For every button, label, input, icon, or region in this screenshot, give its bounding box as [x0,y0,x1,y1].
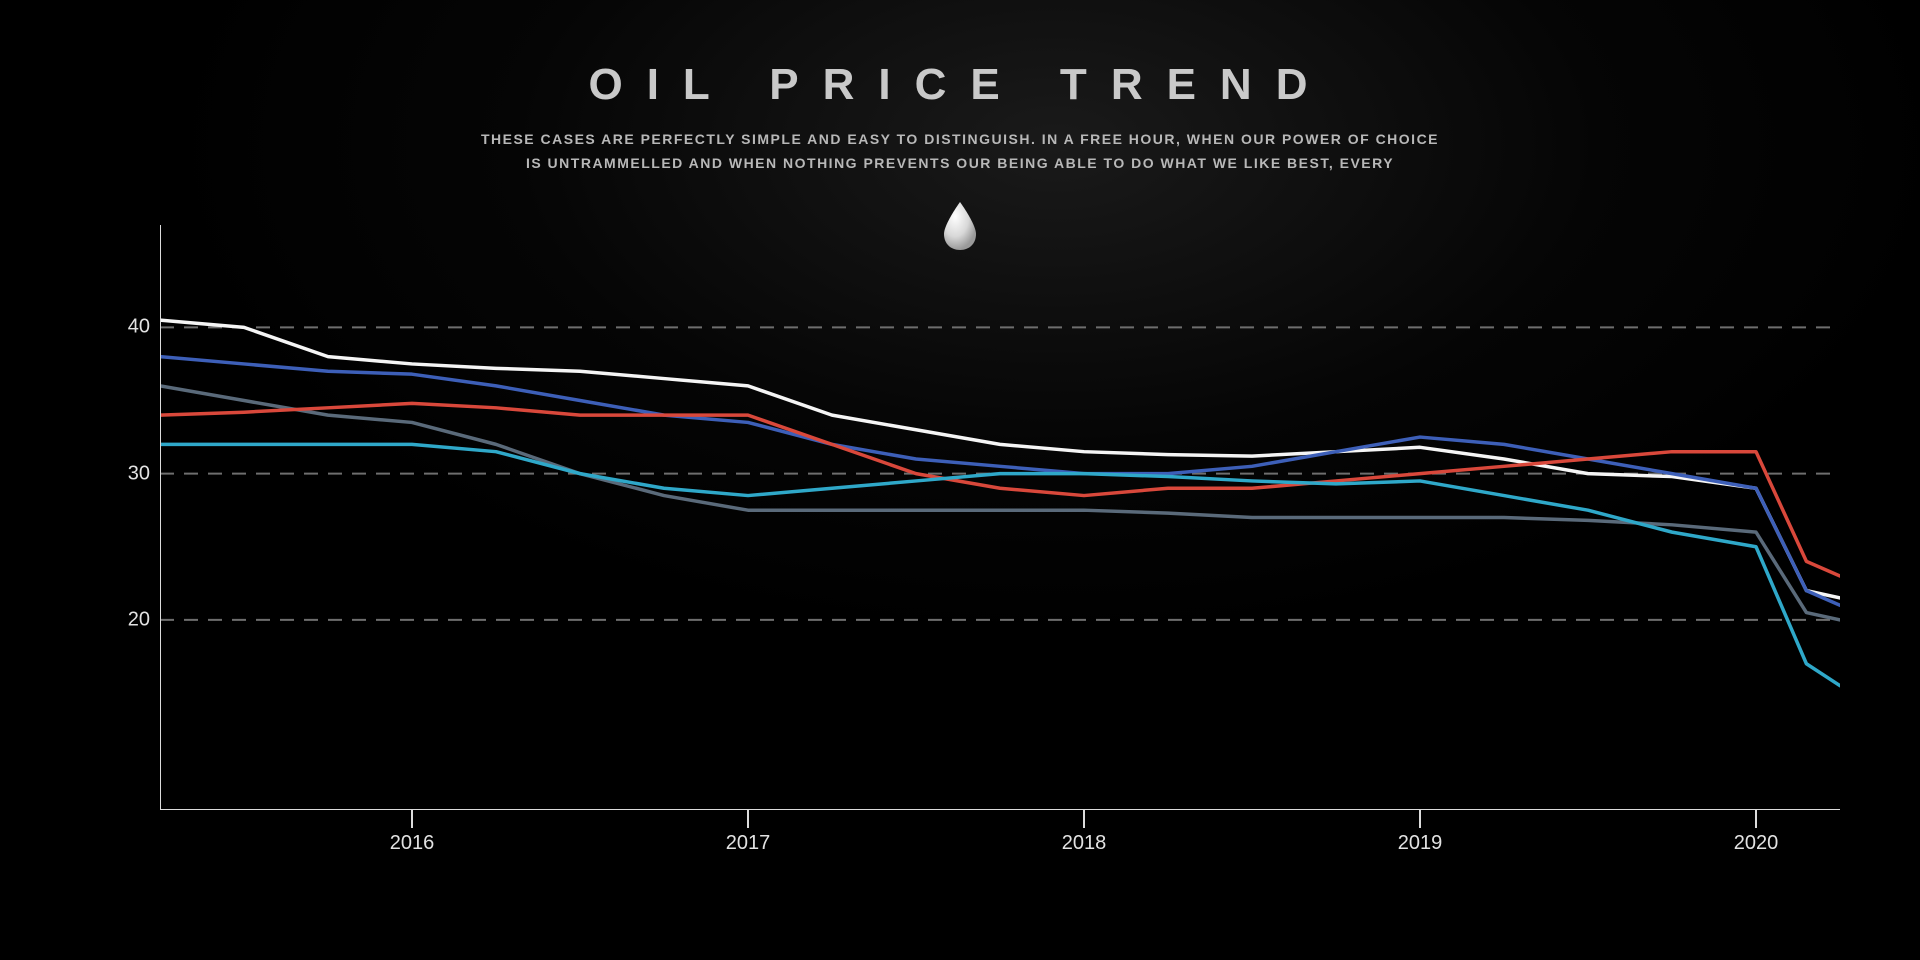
chart-title: OIL PRICE TREND [0,60,1920,110]
x-tick [411,810,413,828]
x-tick-label: 2017 [726,832,771,855]
line-chart [160,225,1840,810]
chart-svg [160,225,1840,810]
y-tick-label: 30 [100,462,150,485]
x-tick-label: 2018 [1062,832,1107,855]
subtitle-line-2: IS UNTRAMMELLED AND WHEN NOTHING PREVENT… [0,152,1920,176]
chart-subtitle: THESE CASES ARE PERFECTLY SIMPLE AND EAS… [0,128,1920,176]
x-tick [1755,810,1757,828]
y-tick-label: 40 [100,316,150,339]
y-tick-label: 20 [100,608,150,631]
x-tick [747,810,749,828]
subtitle-line-1: THESE CASES ARE PERFECTLY SIMPLE AND EAS… [0,128,1920,152]
x-tick [1419,810,1421,828]
x-tick-label: 2020 [1734,832,1779,855]
x-tick-label: 2019 [1398,832,1443,855]
x-tick-label: 2016 [390,832,435,855]
x-tick [1083,810,1085,828]
